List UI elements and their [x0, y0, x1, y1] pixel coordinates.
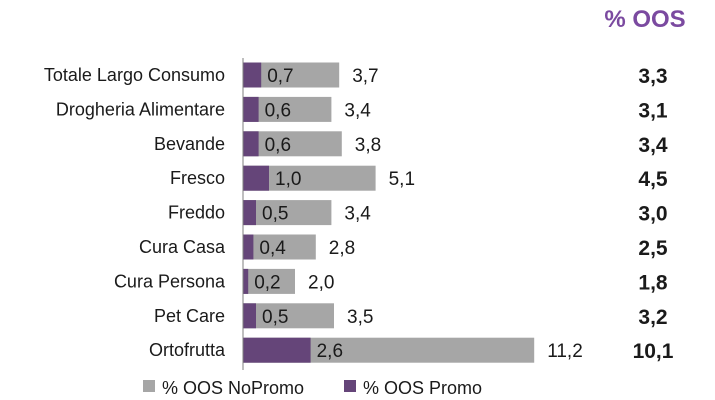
total-value: 2,5	[638, 237, 668, 260]
bar-promo	[243, 200, 256, 226]
value-label-promo: 0,7	[267, 66, 293, 87]
bar-nopromo	[243, 303, 334, 329]
total-value: 3,2	[638, 306, 667, 329]
value-label-nopromo: 5,1	[389, 169, 415, 190]
bar-nopromo	[243, 131, 342, 157]
bar-nopromo	[243, 234, 316, 260]
value-label-promo: 1,0	[275, 169, 301, 190]
legend-label-promo: % OOS Promo	[363, 378, 482, 398]
bar-promo	[243, 337, 311, 363]
value-label-nopromo: 2,0	[308, 272, 334, 293]
bar-nopromo	[243, 200, 332, 226]
value-label-promo: 0,4	[259, 238, 286, 259]
bar-promo	[243, 165, 269, 191]
total-value: 3,3	[638, 65, 667, 88]
bar-promo	[243, 268, 249, 294]
value-label-promo: 0,5	[262, 307, 288, 328]
value-label-nopromo: 11,2	[547, 341, 583, 362]
category-label: Drogheria Alimentare	[56, 99, 225, 119]
bar-promo	[243, 96, 259, 122]
legend-swatch-nopromo	[143, 380, 155, 392]
chart-rows: Totale Largo Consumo 0,7 3,7 3,3 Drogheria A…	[44, 62, 674, 363]
total-value: 3,1	[638, 99, 668, 122]
category-label: Bevande	[154, 134, 225, 154]
category-label: Cura Persona	[114, 271, 226, 291]
bar-promo	[243, 234, 254, 260]
category-label: Pet Care	[154, 306, 225, 326]
value-label-nopromo: 2,8	[329, 238, 355, 259]
category-label: Ortofrutta	[149, 340, 226, 360]
category-label: Freddo	[168, 203, 225, 223]
value-label-promo: 0,5	[262, 204, 288, 225]
legend-swatch-promo	[344, 380, 356, 392]
category-label: Totale Largo Consumo	[44, 65, 225, 85]
bar-promo	[243, 303, 256, 329]
total-value: 4,5	[638, 168, 668, 191]
totals-header: % OOS	[604, 6, 685, 33]
total-value: 3,4	[638, 134, 668, 157]
total-value: 1,8	[638, 271, 668, 294]
legend: % OOS NoPromo % OOS Promo	[143, 378, 482, 398]
value-label-promo: 0,6	[265, 135, 291, 156]
bar-nopromo	[243, 268, 295, 294]
value-label-nopromo: 3,4	[344, 204, 371, 225]
value-label-nopromo: 3,8	[355, 135, 381, 156]
bar-promo	[243, 62, 262, 88]
value-label-promo: 0,6	[265, 100, 291, 121]
total-value: 10,1	[633, 340, 674, 363]
category-label: Fresco	[170, 168, 225, 188]
value-label-promo: 0,2	[254, 272, 280, 293]
value-label-nopromo: 3,7	[352, 66, 378, 87]
value-label-nopromo: 3,5	[347, 307, 373, 328]
value-label-promo: 2,6	[317, 341, 343, 362]
category-label: Cura Casa	[139, 237, 226, 257]
legend-label-nopromo: % OOS NoPromo	[162, 378, 304, 398]
total-value: 3,0	[638, 203, 667, 226]
value-label-nopromo: 3,4	[344, 100, 371, 121]
bar-promo	[243, 131, 259, 157]
